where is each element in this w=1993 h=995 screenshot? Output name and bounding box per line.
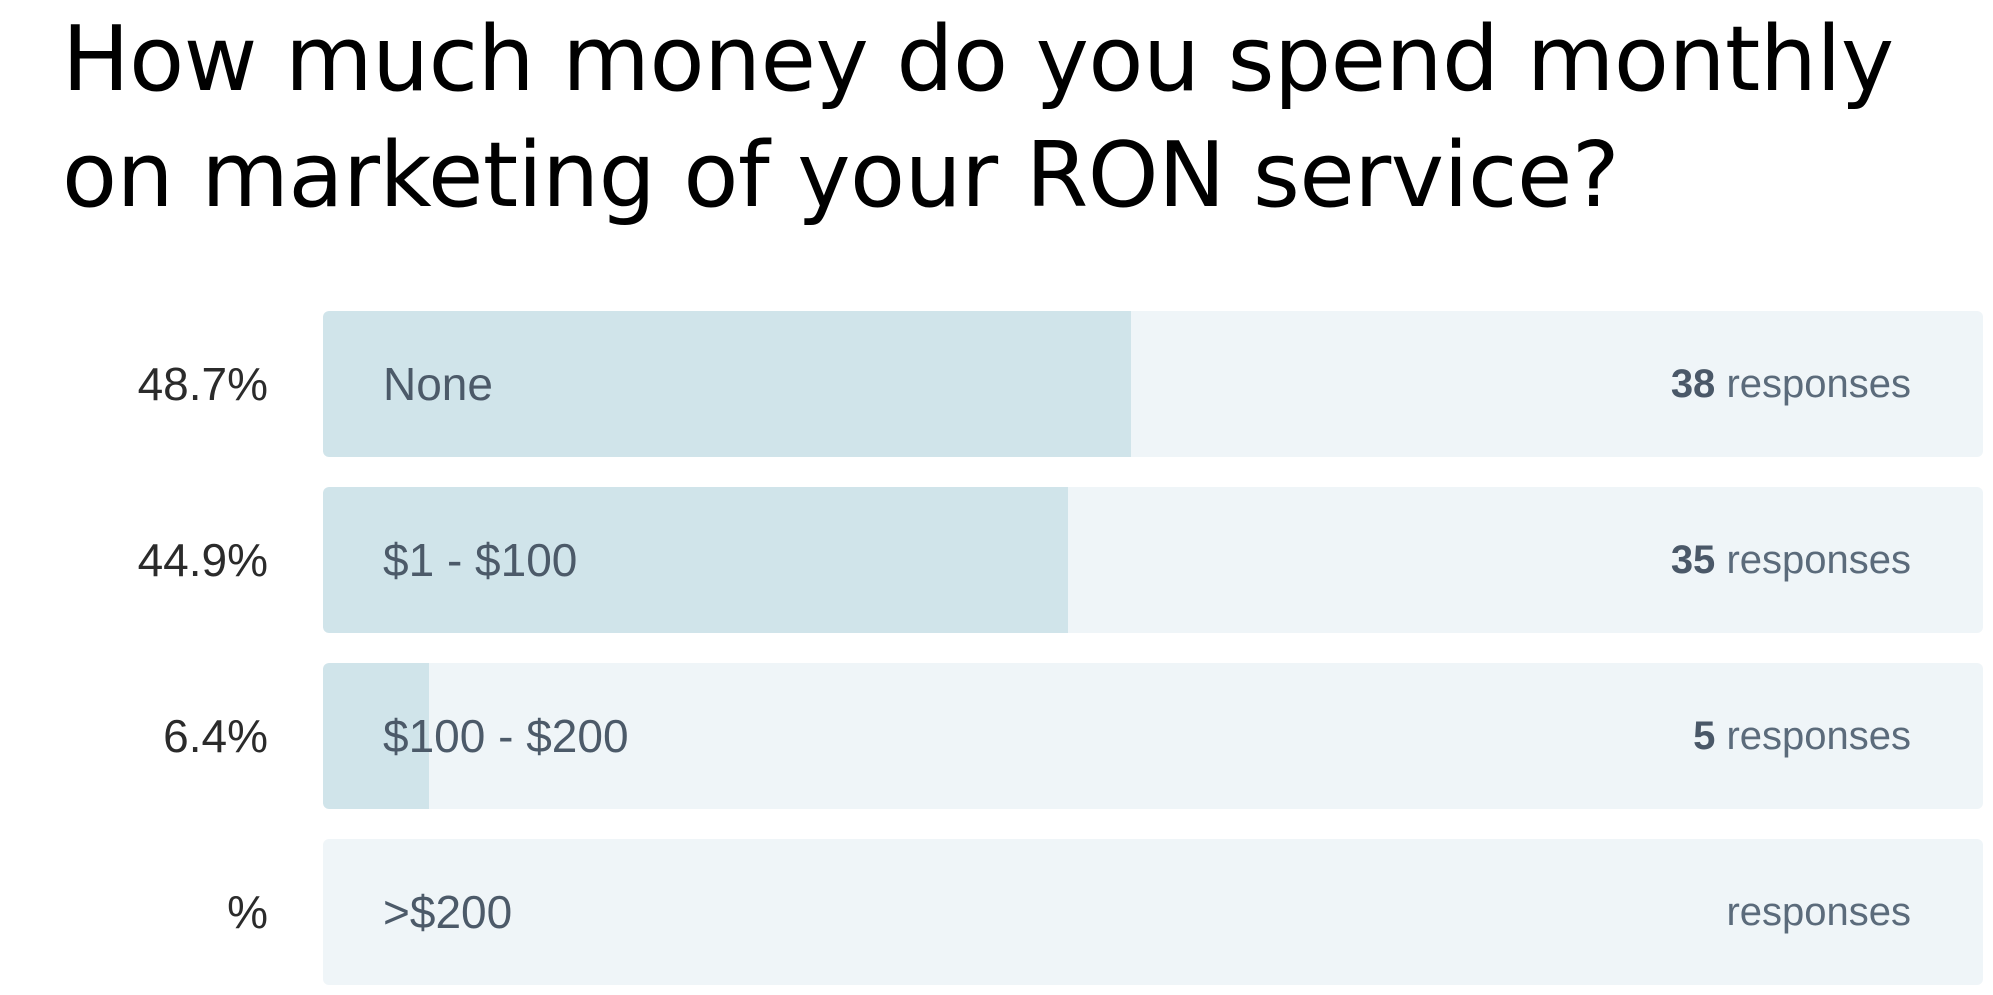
response-count-suffix: responses bbox=[1726, 890, 1911, 934]
option-label: $100 - $200 bbox=[383, 710, 629, 762]
result-row: % >$200 responses bbox=[0, 839, 1993, 985]
percent-label: 44.9% bbox=[137, 534, 268, 586]
response-count-suffix: responses bbox=[1726, 362, 1911, 406]
result-row: 48.7% None 38 responses bbox=[0, 311, 1993, 457]
option-label: None bbox=[383, 358, 493, 410]
bar-fill bbox=[323, 311, 1132, 457]
question-title: How much money do you spend monthly on m… bbox=[62, 7, 1894, 228]
response-count: 35 responses bbox=[1671, 487, 1911, 633]
bar-track: $1 - $100 35 responses bbox=[323, 487, 1983, 633]
response-count: 38 responses bbox=[1671, 311, 1911, 457]
response-count-suffix: responses bbox=[1726, 714, 1911, 758]
bar-track: $100 - $200 5 responses bbox=[323, 663, 1983, 809]
response-count-number: 5 bbox=[1693, 714, 1716, 758]
response-count: 5 responses bbox=[1693, 663, 1911, 809]
option-label: >$200 bbox=[383, 886, 513, 938]
response-count-number: 38 bbox=[1670, 362, 1716, 406]
percent-label: 48.7% bbox=[137, 358, 268, 410]
response-count-suffix: responses bbox=[1726, 538, 1911, 582]
result-row: 44.9% $1 - $100 35 responses bbox=[0, 487, 1993, 633]
bar-track: None 38 responses bbox=[323, 311, 1983, 457]
percent-label: % bbox=[227, 886, 268, 938]
result-row: 6.4% $100 - $200 5 responses bbox=[0, 663, 1993, 809]
percent-label: 6.4% bbox=[163, 710, 268, 762]
bar-track: >$200 responses bbox=[323, 839, 1983, 985]
response-count-number: 35 bbox=[1670, 538, 1716, 582]
response-count: responses bbox=[1726, 839, 1911, 985]
bar-fill bbox=[323, 663, 430, 809]
option-label: $1 - $100 bbox=[383, 534, 578, 586]
bar-fill bbox=[323, 487, 1069, 633]
